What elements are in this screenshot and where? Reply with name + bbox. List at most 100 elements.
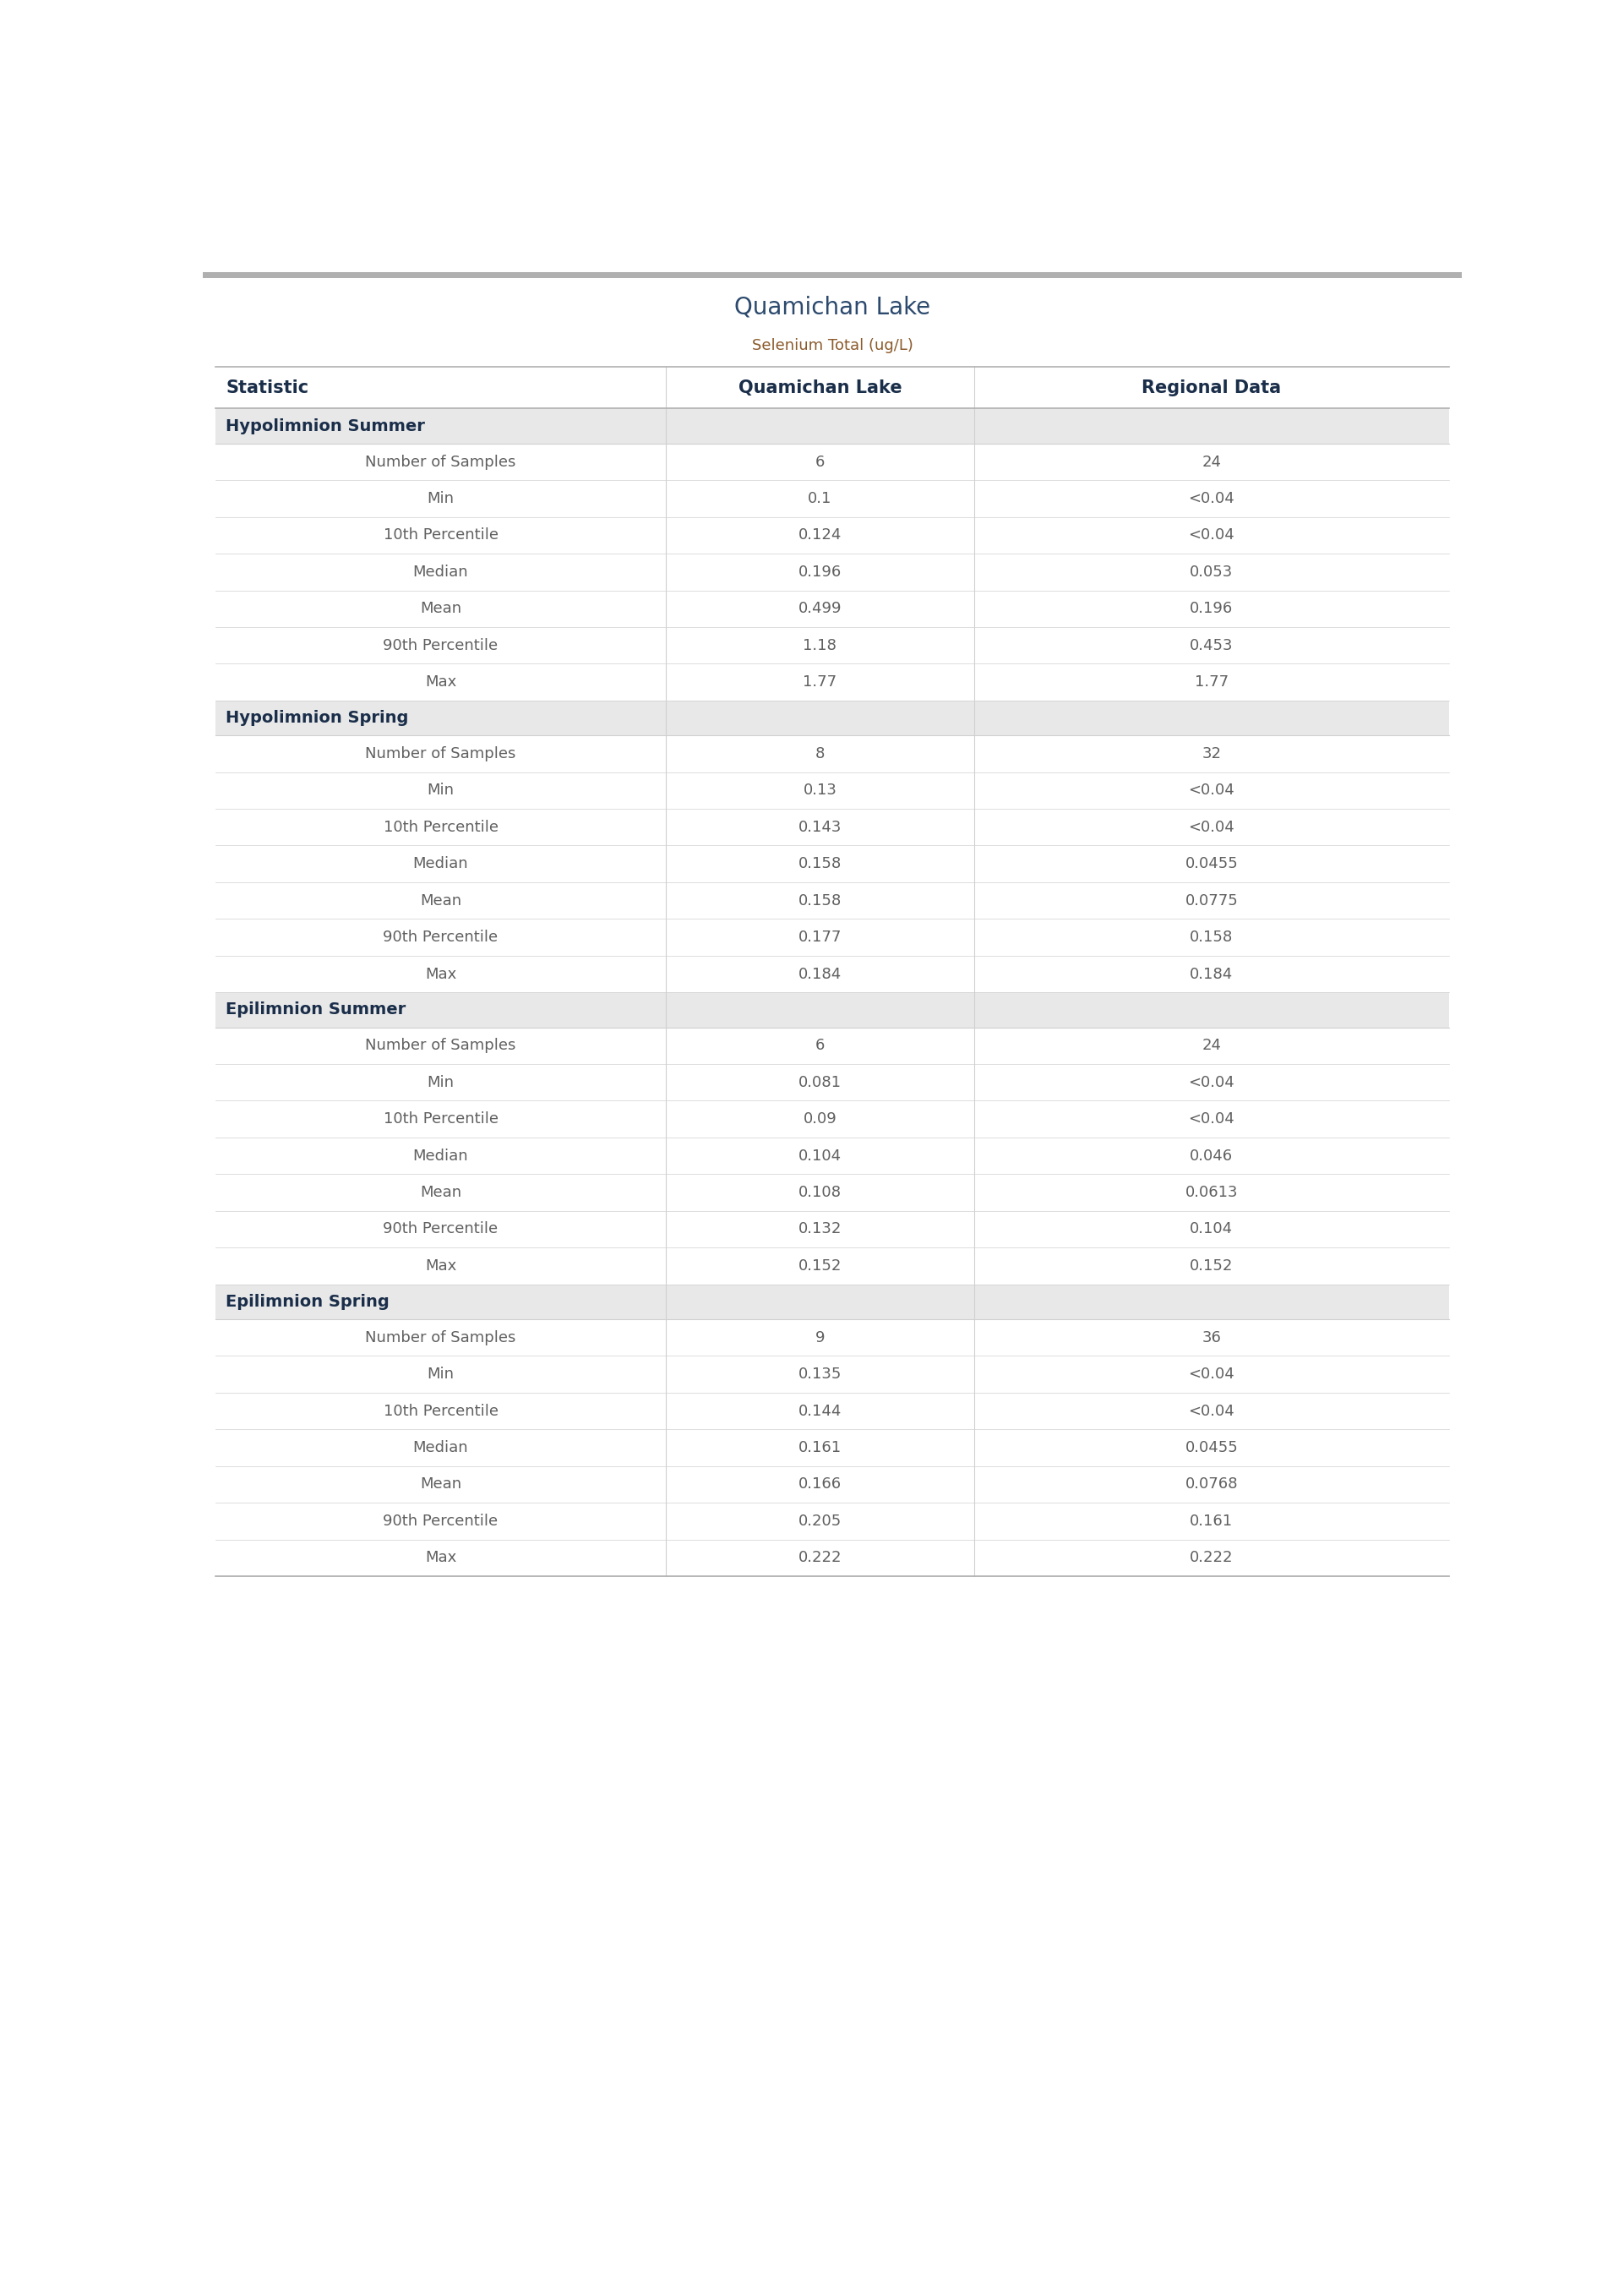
Text: <0.04: <0.04 [1189,819,1234,835]
Text: 10th Percentile: 10th Percentile [383,1403,499,1419]
Text: 0.135: 0.135 [799,1367,841,1382]
Text: Median: Median [412,565,468,579]
Text: 0.158: 0.158 [1190,931,1233,944]
FancyBboxPatch shape [216,1285,1449,1319]
Text: 0.222: 0.222 [1190,1550,1233,1566]
FancyBboxPatch shape [216,992,1449,1028]
Text: Number of Samples: Number of Samples [365,454,516,470]
FancyBboxPatch shape [216,808,1449,844]
FancyBboxPatch shape [216,735,1449,772]
Text: Hypolimnion Summer: Hypolimnion Summer [226,418,425,434]
Text: 0.0455: 0.0455 [1186,856,1237,872]
Text: Quamichan Lake: Quamichan Lake [734,295,931,320]
Text: 0.1: 0.1 [809,490,831,506]
Text: Number of Samples: Number of Samples [365,747,516,760]
Text: Mean: Mean [421,1185,461,1201]
Text: 90th Percentile: 90th Percentile [383,638,499,654]
Text: 0.0768: 0.0768 [1186,1478,1237,1491]
Text: 0.152: 0.152 [799,1258,841,1273]
Text: <0.04: <0.04 [1189,1112,1234,1126]
Text: Min: Min [427,1367,455,1382]
Text: 9: 9 [815,1330,825,1346]
Text: 0.09: 0.09 [804,1112,836,1126]
Text: 0.499: 0.499 [799,602,841,615]
Text: Median: Median [412,1149,468,1165]
FancyBboxPatch shape [216,1466,1449,1503]
Text: 0.0775: 0.0775 [1186,892,1237,908]
Text: 6: 6 [815,1037,825,1053]
FancyBboxPatch shape [216,1430,1449,1466]
FancyBboxPatch shape [216,919,1449,956]
FancyBboxPatch shape [216,368,1449,409]
Text: 1.18: 1.18 [804,638,836,654]
Text: Min: Min [427,783,455,799]
FancyBboxPatch shape [216,443,1449,481]
Text: Median: Median [412,856,468,872]
Text: Mean: Mean [421,892,461,908]
Text: Mean: Mean [421,602,461,615]
Text: Hypolimnion Spring: Hypolimnion Spring [226,711,409,726]
FancyBboxPatch shape [216,956,1449,992]
Text: 0.143: 0.143 [799,819,841,835]
Text: 0.053: 0.053 [1190,565,1233,579]
FancyBboxPatch shape [216,554,1449,590]
FancyBboxPatch shape [216,1210,1449,1249]
Text: 0.166: 0.166 [799,1478,841,1491]
Text: <0.04: <0.04 [1189,527,1234,543]
FancyBboxPatch shape [216,518,1449,554]
Text: 0.184: 0.184 [799,967,841,981]
Text: 90th Percentile: 90th Percentile [383,1514,499,1528]
FancyBboxPatch shape [216,627,1449,663]
FancyBboxPatch shape [216,590,1449,627]
Text: <0.04: <0.04 [1189,783,1234,799]
Text: Max: Max [425,674,456,690]
Text: 0.104: 0.104 [1190,1221,1233,1237]
FancyBboxPatch shape [216,844,1449,883]
Text: 24: 24 [1202,454,1221,470]
FancyBboxPatch shape [216,1101,1449,1137]
Text: Min: Min [427,1074,455,1090]
Text: 1.77: 1.77 [1195,674,1228,690]
Text: 10th Percentile: 10th Percentile [383,819,499,835]
Text: Statistic: Statistic [226,379,309,395]
Text: <0.04: <0.04 [1189,1403,1234,1419]
Text: 0.0455: 0.0455 [1186,1439,1237,1455]
Text: <0.04: <0.04 [1189,1074,1234,1090]
Text: 0.0613: 0.0613 [1186,1185,1237,1201]
Text: Quamichan Lake: Quamichan Lake [739,379,901,395]
Text: 0.132: 0.132 [799,1221,841,1237]
Text: 0.161: 0.161 [799,1439,841,1455]
Text: Max: Max [425,967,456,981]
Text: 90th Percentile: 90th Percentile [383,1221,499,1237]
Text: 0.196: 0.196 [799,565,841,579]
Text: 0.205: 0.205 [799,1514,841,1528]
Text: 90th Percentile: 90th Percentile [383,931,499,944]
Text: 6: 6 [815,454,825,470]
Text: Selenium Total (ug/L): Selenium Total (ug/L) [752,338,913,354]
Text: 0.453: 0.453 [1190,638,1233,654]
Text: 0.158: 0.158 [799,856,841,872]
Text: 0.144: 0.144 [799,1403,841,1419]
Text: Epilimnion Spring: Epilimnion Spring [226,1294,390,1310]
Text: 0.046: 0.046 [1190,1149,1233,1165]
Text: 36: 36 [1202,1330,1221,1346]
Text: Median: Median [412,1439,468,1455]
FancyBboxPatch shape [216,772,1449,808]
Text: 0.13: 0.13 [804,783,836,799]
Text: 0.196: 0.196 [1190,602,1233,615]
Text: Regional Data: Regional Data [1142,379,1281,395]
Text: 32: 32 [1202,747,1221,760]
Text: 8: 8 [815,747,825,760]
Text: Mean: Mean [421,1478,461,1491]
Text: Number of Samples: Number of Samples [365,1330,516,1346]
FancyBboxPatch shape [216,1392,1449,1430]
Text: Number of Samples: Number of Samples [365,1037,516,1053]
Text: 0.124: 0.124 [799,527,841,543]
Text: 0.184: 0.184 [1190,967,1233,981]
Text: 0.081: 0.081 [799,1074,841,1090]
FancyBboxPatch shape [216,663,1449,701]
FancyBboxPatch shape [216,883,1449,919]
FancyBboxPatch shape [216,1249,1449,1285]
Text: Epilimnion Summer: Epilimnion Summer [226,1001,406,1017]
Text: <0.04: <0.04 [1189,1367,1234,1382]
